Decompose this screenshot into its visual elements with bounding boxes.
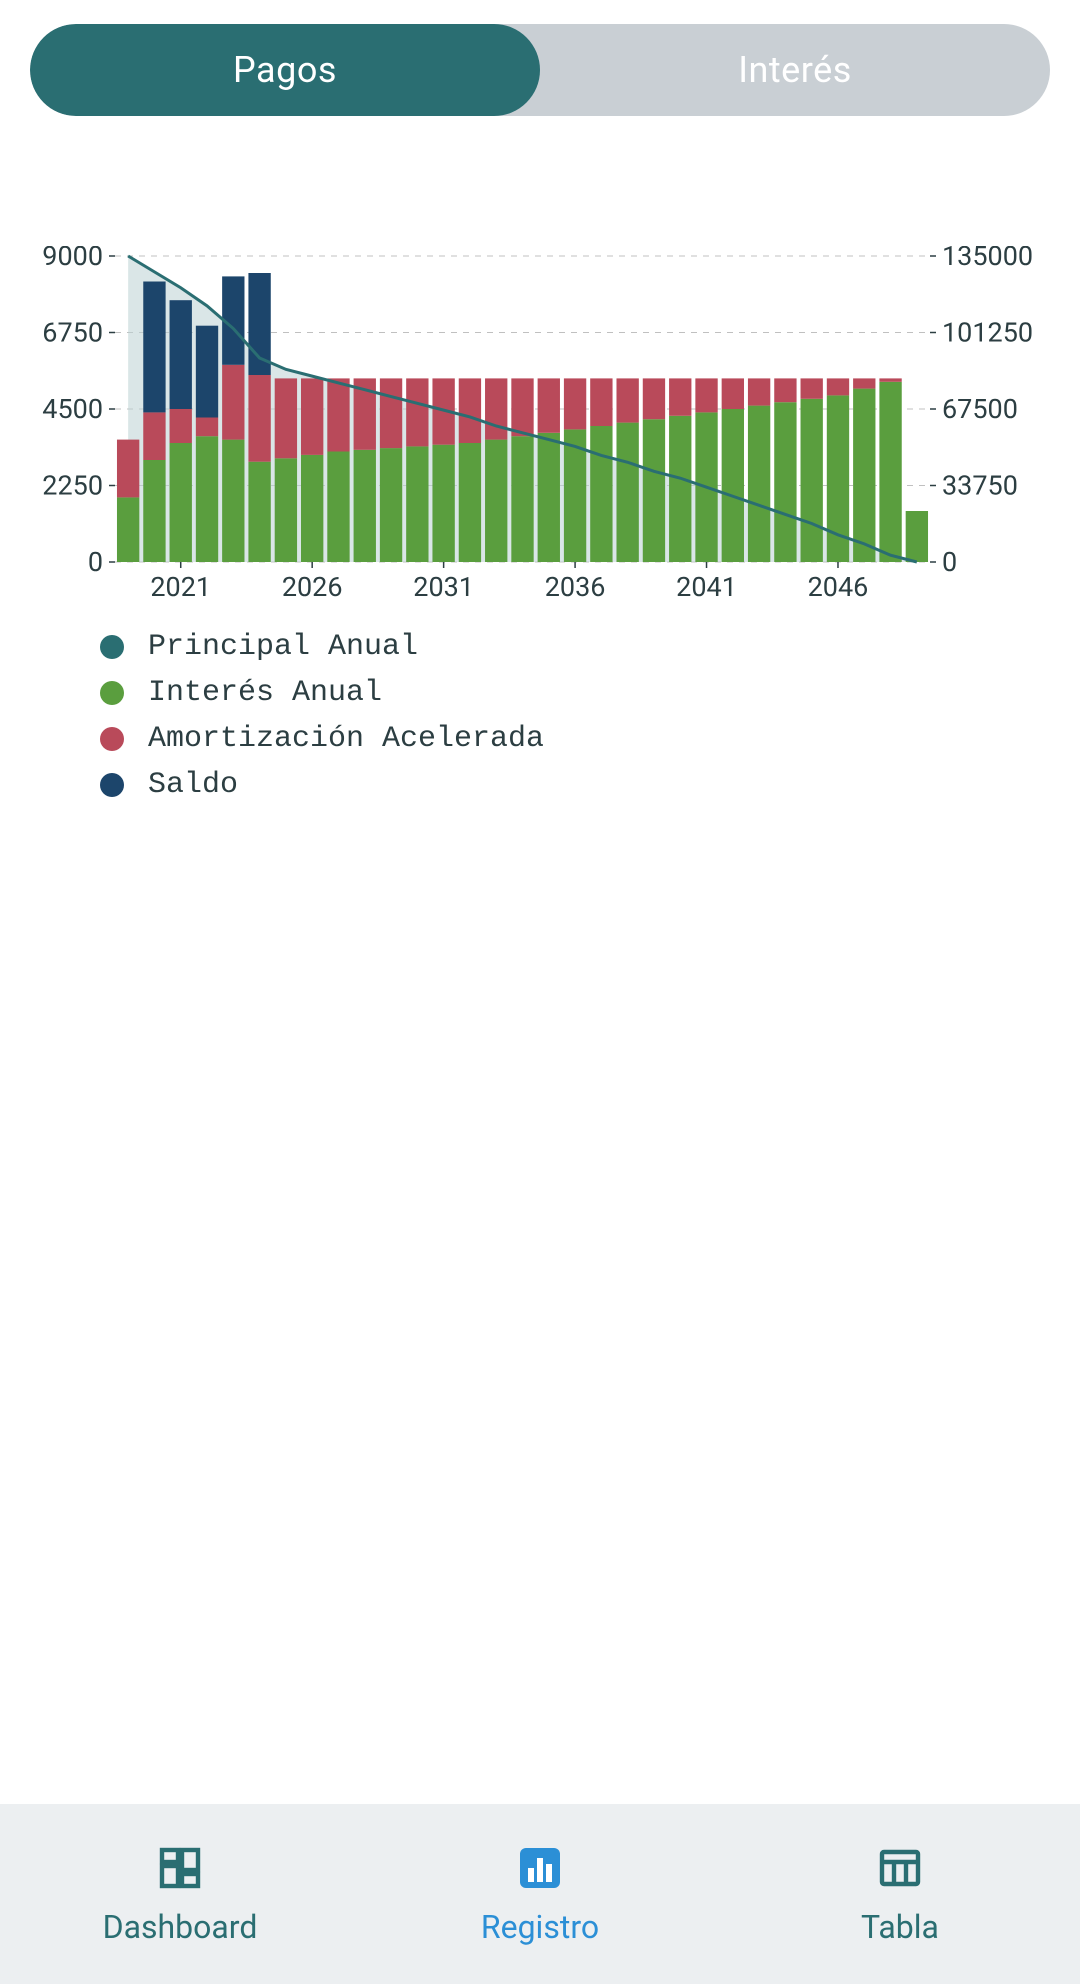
bottom-nav: Dashboard Registro Tabla xyxy=(0,1804,1080,1984)
legend-item-saldo: Saldo xyxy=(100,768,1080,802)
svg-text:2021: 2021 xyxy=(150,571,211,603)
svg-text:9000: 9000 xyxy=(42,246,103,272)
legend-label: Interés Anual xyxy=(148,676,382,710)
nav-label: Tabla xyxy=(861,1908,939,1946)
nav-label: Dashboard xyxy=(103,1908,258,1946)
tab-pagos[interactable]: Pagos xyxy=(30,24,540,116)
bar-chart-icon xyxy=(514,1842,566,1894)
svg-text:135000: 135000 xyxy=(942,246,1033,272)
legend-dot xyxy=(100,681,124,705)
svg-text:2036: 2036 xyxy=(545,571,606,603)
legend-label: Amortización Acelerada xyxy=(148,722,544,756)
svg-text:2250: 2250 xyxy=(42,470,103,502)
svg-text:0: 0 xyxy=(942,546,957,578)
table-icon xyxy=(874,1842,926,1894)
legend-dot xyxy=(100,635,124,659)
payments-chart: 0 2250 4500 6750 9000 0 33750 67500 101250 135000… xyxy=(20,246,1060,606)
legend-dot xyxy=(100,727,124,751)
tab-interes[interactable]: Interés xyxy=(540,24,1050,116)
svg-text:2046: 2046 xyxy=(808,571,869,603)
legend-label: Saldo xyxy=(148,768,238,802)
nav-registro[interactable]: Registro xyxy=(360,1804,720,1984)
legend-label: Principal Anual xyxy=(148,630,418,664)
nav-dashboard[interactable]: Dashboard xyxy=(0,1804,360,1984)
svg-text:2041: 2041 xyxy=(676,571,737,603)
svg-text:2031: 2031 xyxy=(413,571,474,603)
svg-text:101250: 101250 xyxy=(942,317,1033,349)
chart-legend: Principal Anual Interés Anual Amortizaci… xyxy=(0,606,1080,802)
segmented-control: Pagos Interés xyxy=(30,24,1050,116)
svg-text:2026: 2026 xyxy=(282,571,343,603)
tab-label: Pagos xyxy=(233,49,337,91)
tab-label: Interés xyxy=(738,49,852,91)
svg-text:6750: 6750 xyxy=(42,317,103,349)
svg-text:0: 0 xyxy=(88,546,103,578)
legend-item-amortizacion: Amortización Acelerada xyxy=(100,722,1080,756)
legend-dot xyxy=(100,773,124,797)
svg-text:33750: 33750 xyxy=(942,470,1018,502)
nav-label: Registro xyxy=(481,1908,599,1946)
nav-tabla[interactable]: Tabla xyxy=(720,1804,1080,1984)
legend-item-principal: Principal Anual xyxy=(100,630,1080,664)
svg-text:67500: 67500 xyxy=(942,393,1018,425)
legend-item-interes: Interés Anual xyxy=(100,676,1080,710)
svg-text:4500: 4500 xyxy=(42,393,103,425)
dashboard-icon xyxy=(154,1842,206,1894)
